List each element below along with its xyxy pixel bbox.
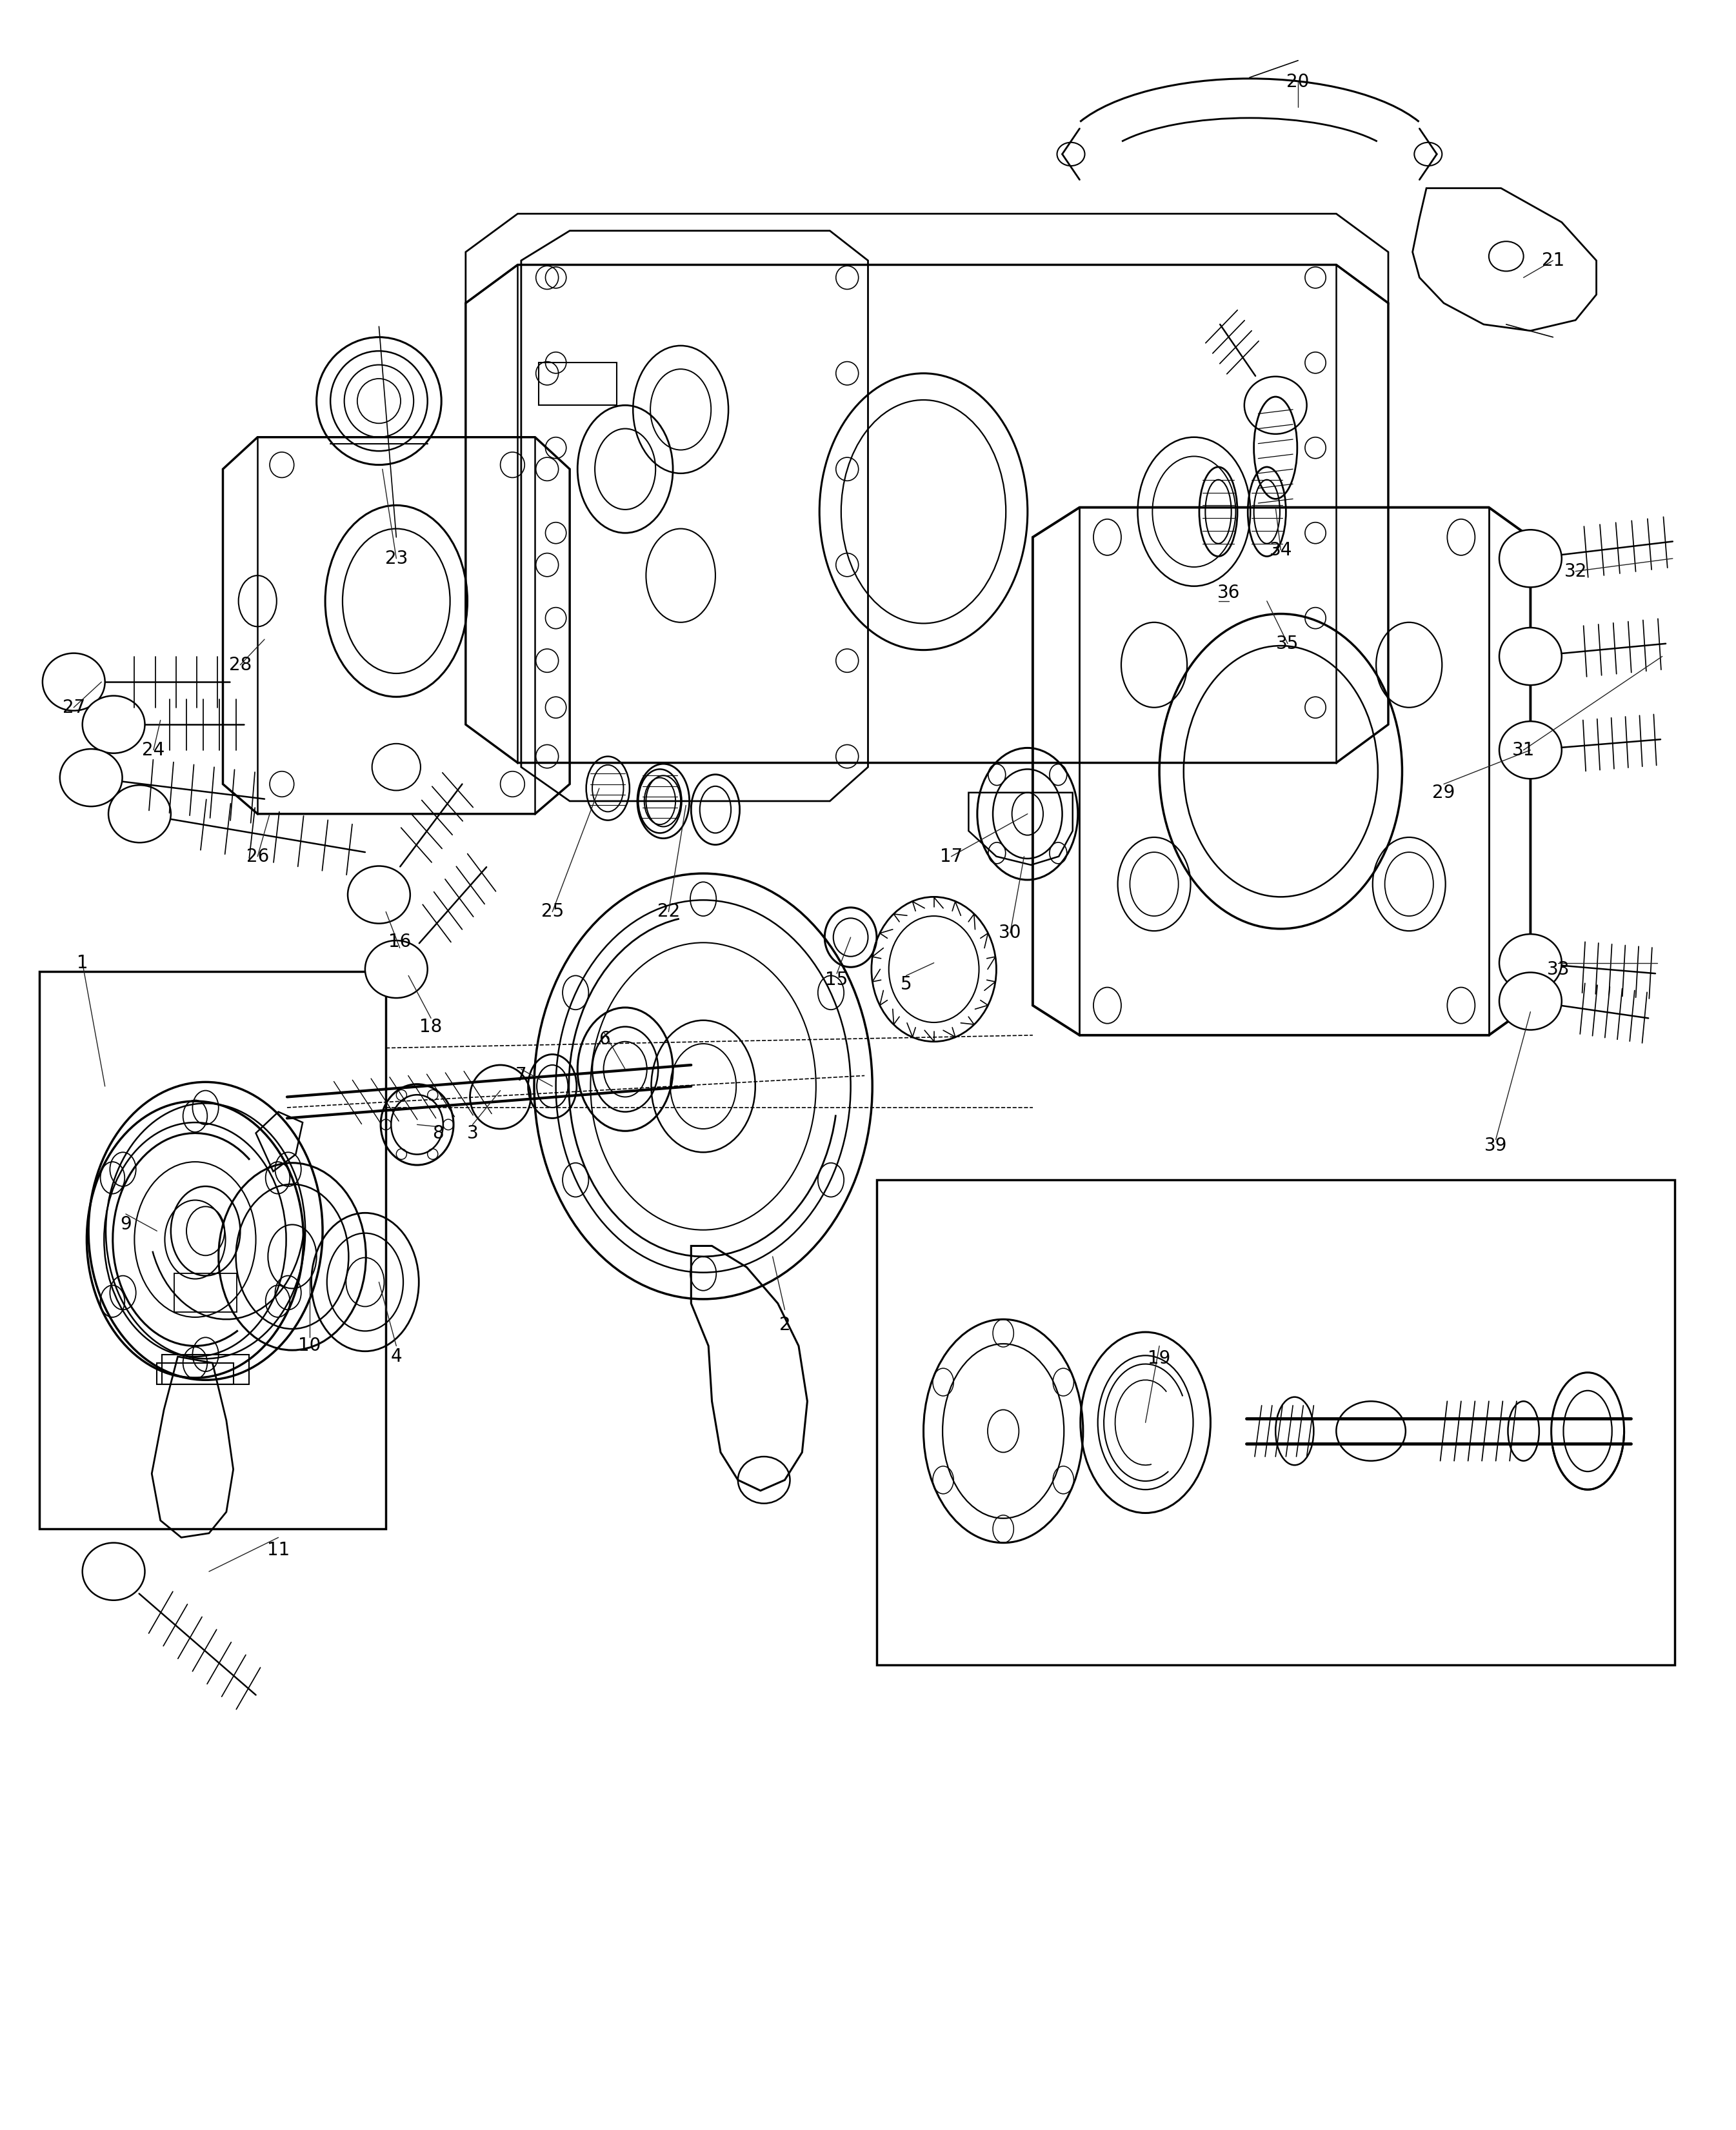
Text: 8: 8	[432, 1125, 444, 1142]
Text: 29: 29	[1432, 784, 1455, 801]
Ellipse shape	[82, 697, 144, 754]
Text: 1: 1	[76, 954, 89, 971]
Ellipse shape	[42, 654, 104, 711]
Ellipse shape	[1500, 973, 1562, 1031]
Ellipse shape	[365, 941, 427, 999]
Text: 27: 27	[62, 699, 85, 716]
Text: 26: 26	[247, 848, 269, 865]
Text: 34: 34	[1269, 541, 1292, 558]
Text: 9: 9	[120, 1216, 132, 1233]
Text: 3: 3	[467, 1125, 479, 1142]
Text: 22: 22	[658, 903, 681, 920]
Text: 30: 30	[998, 924, 1023, 941]
Text: 21: 21	[1542, 251, 1564, 271]
Text: 33: 33	[1547, 961, 1569, 978]
Text: 20: 20	[1286, 72, 1309, 92]
Ellipse shape	[108, 786, 170, 843]
Text: 10: 10	[299, 1338, 321, 1355]
Text: 25: 25	[542, 903, 564, 920]
Ellipse shape	[1500, 530, 1562, 588]
Text: 6: 6	[599, 1031, 609, 1048]
Text: 24: 24	[142, 741, 165, 758]
Text: 5: 5	[901, 976, 911, 993]
Ellipse shape	[347, 867, 410, 924]
Text: 18: 18	[420, 1018, 443, 1035]
Ellipse shape	[1500, 722, 1562, 780]
Text: 17: 17	[939, 848, 963, 865]
Text: 31: 31	[1512, 741, 1535, 758]
Ellipse shape	[82, 1542, 144, 1600]
Ellipse shape	[59, 750, 122, 807]
Text: 11: 11	[267, 1542, 290, 1559]
Bar	[38, 971, 385, 1529]
Text: 36: 36	[1217, 584, 1240, 601]
Text: 2: 2	[779, 1316, 790, 1333]
Ellipse shape	[1245, 377, 1307, 435]
Text: 28: 28	[229, 656, 252, 673]
Text: 7: 7	[516, 1067, 526, 1084]
Text: 23: 23	[385, 550, 408, 567]
Text: 19: 19	[1147, 1350, 1170, 1367]
Ellipse shape	[1500, 628, 1562, 686]
Text: 15: 15	[825, 971, 849, 988]
Text: 35: 35	[1276, 635, 1299, 652]
Text: 16: 16	[389, 933, 411, 950]
Text: 4: 4	[391, 1348, 403, 1365]
Ellipse shape	[1500, 935, 1562, 993]
Text: 39: 39	[1484, 1137, 1507, 1154]
Text: 32: 32	[1564, 562, 1587, 579]
Bar	[877, 1180, 1675, 1666]
